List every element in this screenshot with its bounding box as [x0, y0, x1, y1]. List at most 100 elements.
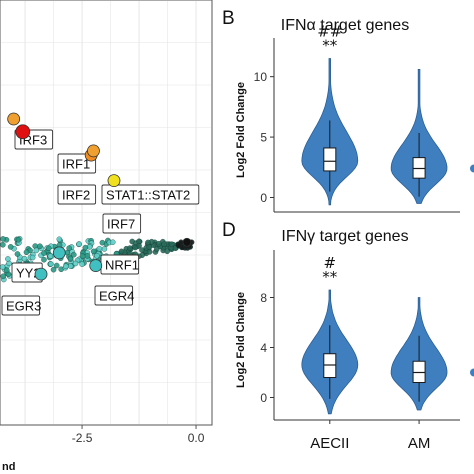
- background-point: [7, 244, 14, 250]
- background-point: [56, 236, 63, 243]
- background-point: [66, 245, 72, 251]
- background-point: [145, 239, 151, 246]
- y-tick-label: 0: [260, 191, 267, 205]
- box-aecii: [323, 353, 337, 378]
- background-point: [84, 253, 91, 259]
- point-label: NRF1: [105, 258, 139, 273]
- background-point: [47, 253, 54, 259]
- point-label: YY2: [16, 266, 41, 281]
- x-category-label: AM: [408, 435, 431, 452]
- background-point: [156, 240, 162, 247]
- violin-panel-d: D IFNγ target genes Log2 Fold Change 0 4 8…: [222, 220, 474, 452]
- background-point: [99, 239, 106, 246]
- violin-cropped: [470, 368, 474, 377]
- x-category-label: AECII: [310, 435, 349, 452]
- background-point: [53, 262, 60, 269]
- background-point: [136, 238, 142, 245]
- background-point: [41, 250, 47, 256]
- background-point: [0, 236, 6, 242]
- point-label: IRF7: [107, 217, 135, 232]
- box-aecii: [323, 147, 337, 172]
- background-point: [96, 245, 103, 252]
- background-point: [94, 252, 100, 259]
- background-point: [29, 254, 36, 261]
- background-point: [72, 260, 79, 267]
- background-point: [70, 251, 77, 258]
- panel-d-x-categories: AECII AM: [310, 420, 430, 452]
- point-irf3: [7, 112, 21, 126]
- background-point: [41, 256, 47, 263]
- panel-b-letter: B: [222, 8, 235, 29]
- point-irf1: [15, 124, 31, 140]
- y-tick-label: 8: [260, 291, 267, 305]
- x-tick-label: 0.0: [188, 431, 205, 445]
- background-point: [37, 243, 43, 250]
- background-point: [0, 273, 7, 280]
- background-point: [101, 246, 108, 252]
- point-label: IRF1: [62, 157, 90, 172]
- point-label-box: [101, 184, 200, 205]
- background-point: [76, 241, 82, 247]
- background-point: [5, 256, 11, 262]
- background-point: [48, 261, 54, 267]
- y-tick-label: 0: [260, 391, 267, 405]
- background-point: [139, 247, 145, 253]
- panel-b-y-axis-label: Log2 Fold Change: [235, 82, 247, 178]
- point-label: EGR4: [99, 289, 134, 304]
- box-am: [412, 157, 426, 179]
- background-point: [146, 249, 153, 255]
- point-nrf1: [182, 237, 192, 247]
- background-point: [175, 242, 182, 249]
- background-point: [14, 251, 21, 257]
- point-stat1--stat2: [87, 144, 100, 158]
- y-tick-label: 5: [260, 131, 267, 145]
- point-irf7: [107, 174, 121, 188]
- panel-b-title: IFNα target genes: [281, 17, 409, 34]
- background-point: [79, 261, 85, 267]
- point-label: STAT1::STAT2: [106, 188, 190, 203]
- panel-d-plot: 0 4 8 #**: [260, 250, 474, 421]
- background-point: [50, 266, 57, 273]
- background-point: [4, 267, 10, 274]
- background-point: [23, 249, 30, 256]
- point-label: EGR3: [6, 299, 41, 314]
- panel-b-plot: 0 5 10 ##**: [254, 23, 474, 213]
- point-label-box: [1, 295, 41, 316]
- background-point: [118, 248, 125, 255]
- point-label-box: [94, 285, 134, 306]
- panel-d-title: IFNγ target genes: [281, 228, 408, 245]
- violin-cropped: [470, 164, 474, 173]
- background-point: [67, 263, 74, 269]
- point-label: IRF2: [62, 188, 90, 203]
- scatter-x-axis-label: nd: [2, 461, 15, 473]
- violin-panel-b: B IFNα target genes Log2 Fold Change 0 5 1…: [222, 8, 474, 213]
- significance-mark: ##: [317, 23, 342, 41]
- background-point: [132, 244, 139, 251]
- scatter-grid: [1, 1, 211, 424]
- background-point: [127, 245, 133, 251]
- point-label-box: [57, 184, 97, 205]
- point-yy2: [52, 246, 66, 260]
- background-point: [168, 241, 175, 248]
- point-egr4: [89, 259, 103, 273]
- significance-mark: **: [322, 268, 338, 286]
- point-label-box: [102, 213, 142, 234]
- x-tick-label: -2.5: [72, 431, 93, 445]
- background-point: [21, 255, 28, 262]
- significance-mark: #: [324, 254, 337, 272]
- background-point: [33, 247, 40, 254]
- significance-mark: **: [322, 37, 338, 55]
- panel-d-letter: D: [222, 220, 236, 241]
- background-point: [0, 264, 6, 270]
- background-point: [0, 241, 6, 248]
- background-point: [109, 239, 116, 246]
- scatter-x-ticks: -2.5 0.0: [72, 425, 205, 445]
- background-point: [63, 263, 69, 270]
- background-point: [90, 248, 97, 255]
- panel-d-y-axis-label: Log2 Fold Change: [235, 292, 247, 388]
- background-point: [79, 253, 86, 259]
- background-point: [67, 255, 74, 262]
